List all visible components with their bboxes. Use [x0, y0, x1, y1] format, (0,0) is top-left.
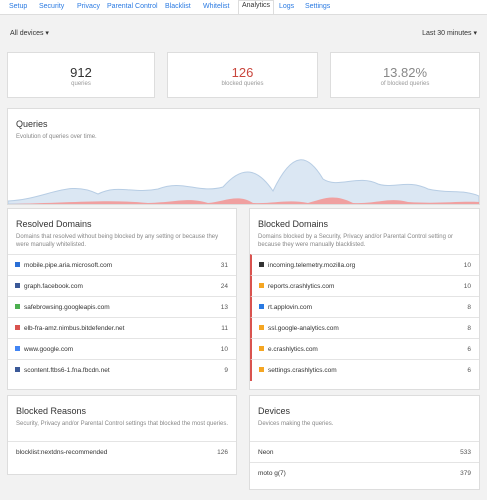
stat-label: blocked queries	[221, 81, 264, 87]
nav-tab[interactable]: Logs	[279, 3, 295, 10]
row-name: elb-fra-amz.nimbus.bitdefender.net	[24, 325, 125, 332]
row-name: reports.crashlytics.com	[268, 283, 335, 290]
card-title: Devices	[258, 406, 291, 416]
queries-chart	[8, 159, 479, 204]
list-row[interactable]: reports.crashlytics.com 10	[250, 275, 479, 297]
card-subtitle: Domains blocked by a Security, Privacy a…	[258, 234, 453, 248]
row-icon	[259, 262, 264, 267]
list-row[interactable]: ssl.google-analytics.com 8	[250, 317, 479, 339]
stat-label: queries	[71, 81, 91, 87]
row-count: 8	[467, 304, 471, 311]
queries-card: Queries Evolution of queries over time.	[7, 108, 480, 205]
row-name: moto g(7)	[258, 470, 286, 477]
row-icon	[15, 367, 20, 372]
row-name: mobile.pipe.aria.microsoft.com	[24, 262, 113, 269]
row-count: 9	[224, 367, 228, 374]
card-subtitle: Domains that resolved without being bloc…	[16, 234, 219, 248]
row-count: 126	[217, 449, 228, 456]
list-row[interactable]: graph.facebook.com 24	[8, 275, 236, 297]
row-count: 379	[460, 470, 471, 477]
row-name: safebrowsing.googleapis.com	[24, 304, 110, 311]
row-name: www.google.com	[24, 346, 74, 353]
nav-bar: Setup Security Privacy Parental Control Blac…	[0, 0, 487, 15]
row-name: settings.crashlytics.com	[268, 367, 337, 374]
row-icon	[15, 283, 20, 288]
row-icon	[15, 346, 20, 351]
card-title: Queries	[16, 119, 48, 129]
row-count: 24	[220, 283, 228, 290]
nav-tab[interactable]: Analytics	[238, 0, 275, 14]
row-count: 533	[460, 449, 471, 456]
row-name: ssl.google-analytics.com	[268, 325, 339, 332]
row-name: incoming.telemetry.mozilla.org	[268, 262, 356, 269]
list-row[interactable]: scontent.ftbs6-1.fna.fbcdn.net 9	[8, 359, 236, 381]
list-row[interactable]: www.google.com 10	[8, 338, 236, 360]
nav-tab[interactable]: Settings	[305, 3, 331, 10]
card-title: Blocked Reasons	[16, 406, 87, 416]
row-icon	[259, 325, 264, 330]
row-icon	[259, 346, 264, 351]
list-row[interactable]: moto g(7) 379	[250, 462, 479, 484]
row-count: 13	[220, 304, 228, 311]
row-name: graph.facebook.com	[24, 283, 83, 290]
stat-card: 912 queries	[7, 52, 155, 98]
list-row[interactable]: blocklist:nextdns-recommended 126	[8, 441, 236, 463]
row-count: 8	[467, 325, 471, 332]
list-row[interactable]: mobile.pipe.aria.microsoft.com 31	[8, 254, 236, 276]
row-count: 10	[220, 346, 228, 353]
row-count: 10	[463, 283, 471, 290]
card-subtitle: Devices making the queries.	[258, 421, 334, 427]
range-filter[interactable]: Last 30 minutes ▾	[422, 30, 477, 37]
row-name: rt.applovin.com	[268, 304, 313, 311]
card-subtitle: Evolution of queries over time.	[16, 134, 97, 140]
resolved-card: Resolved Domains Domains that resolved wi…	[7, 208, 237, 390]
row-icon	[15, 304, 20, 309]
nav-tab[interactable]: Security	[39, 3, 65, 10]
nav-tab[interactable]: Privacy	[77, 3, 100, 10]
row-count: 31	[220, 262, 228, 269]
device-filter[interactable]: All devices ▾	[10, 30, 49, 37]
nav-tab[interactable]: Blacklist	[165, 3, 191, 10]
stat-card: 126 blocked queries	[167, 52, 318, 98]
row-icon	[259, 283, 264, 288]
card-subtitle: Security, Privacy and/or Parental Contro…	[16, 421, 228, 427]
row-name: e.crashlytics.com	[268, 346, 318, 353]
devices-card: Devices Devices making the queries. Neon 53…	[249, 395, 480, 490]
nav-tab[interactable]: Whitelist	[203, 3, 230, 10]
row-icon	[15, 262, 20, 267]
list-row[interactable]: incoming.telemetry.mozilla.org 10	[250, 254, 479, 276]
row-count: 6	[467, 367, 471, 374]
list-row[interactable]: e.crashlytics.com 6	[250, 338, 479, 360]
row-count: 6	[467, 346, 471, 353]
row-count: 11	[221, 325, 228, 332]
card-title: Blocked Domains	[258, 219, 329, 229]
row-icon	[259, 367, 264, 372]
card-title: Resolved Domains	[16, 219, 92, 229]
stat-label: of blocked queries	[380, 81, 430, 87]
row-icon	[259, 304, 264, 309]
device-filter-label[interactable]: All devices	[10, 30, 44, 37]
stat-value: 126	[231, 65, 254, 80]
reasons-card: Blocked Reasons Security, Privacy and/or …	[7, 395, 237, 475]
list-row[interactable]: elb-fra-amz.nimbus.bitdefender.net 11	[8, 317, 236, 339]
blocked-area	[8, 197, 479, 204]
blocked-card: Blocked Domains Domains blocked by a Secu…	[249, 208, 480, 390]
list-row[interactable]: Neon 533	[250, 441, 479, 463]
nav-tab[interactable]: Parental Control	[107, 3, 158, 10]
list-row[interactable]: safebrowsing.googleapis.com 13	[8, 296, 236, 318]
row-name: blocklist:nextdns-recommended	[16, 449, 108, 456]
stat-value: 912	[70, 65, 92, 80]
list-row[interactable]: rt.applovin.com 8	[250, 296, 479, 318]
list-row[interactable]: settings.crashlytics.com 6	[250, 359, 479, 381]
row-name: Neon	[258, 449, 274, 456]
queries-area	[8, 159, 479, 204]
row-name: scontent.ftbs6-1.fna.fbcdn.net	[24, 367, 110, 374]
row-icon	[15, 325, 20, 330]
range-filter-label[interactable]: Last 30 minutes	[422, 30, 472, 37]
stat-value: 13.82%	[382, 65, 428, 80]
row-count: 10	[463, 262, 471, 269]
nav-tab[interactable]: Setup	[9, 3, 28, 10]
stat-card: 13.82% of blocked queries	[330, 52, 480, 98]
